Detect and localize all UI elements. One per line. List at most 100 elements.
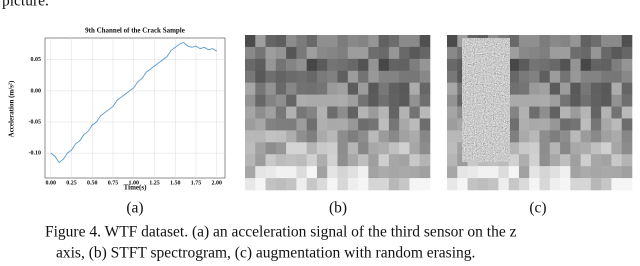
pixel	[570, 70, 581, 83]
pixel	[296, 166, 307, 179]
pixel	[286, 106, 297, 119]
pixel	[409, 118, 421, 131]
pixel	[590, 142, 602, 155]
pixel	[409, 130, 421, 143]
pixel	[570, 35, 581, 48]
pixel	[245, 130, 256, 143]
pixel	[409, 58, 421, 72]
pixel	[316, 166, 328, 179]
pixel	[419, 46, 431, 60]
pixel	[275, 178, 287, 191]
pixel	[549, 130, 561, 143]
pixel	[580, 130, 592, 143]
pixel	[570, 154, 581, 167]
pixel	[306, 70, 318, 83]
pixel	[378, 58, 390, 72]
pixel	[245, 82, 256, 95]
pixel	[419, 166, 431, 179]
pixel	[358, 82, 369, 95]
pixel	[399, 70, 410, 83]
pixel	[337, 58, 349, 72]
pixel	[306, 178, 318, 191]
panel-label: (c)	[529, 200, 546, 217]
pixel	[560, 178, 571, 191]
y-tick-label: -0.10	[29, 150, 42, 156]
pixel	[327, 35, 338, 48]
pixel	[621, 58, 633, 72]
pixel	[590, 166, 602, 179]
pixel	[549, 58, 561, 72]
pixel	[611, 118, 623, 131]
pixel	[529, 130, 540, 143]
pixel	[570, 58, 581, 72]
pixel	[378, 178, 390, 191]
pixel	[549, 166, 561, 179]
pixel	[549, 118, 561, 131]
pixel	[296, 35, 307, 48]
pixel	[498, 178, 509, 191]
pixel	[265, 35, 277, 48]
pixel	[368, 35, 379, 48]
pixel	[337, 154, 349, 167]
pixel	[347, 130, 359, 143]
pixel	[388, 166, 400, 179]
pixel	[265, 58, 277, 72]
pixel	[508, 70, 520, 83]
pixel	[296, 106, 307, 119]
pixel	[621, 70, 633, 83]
pixel	[539, 46, 551, 60]
pixel	[549, 70, 561, 83]
pixel	[508, 35, 520, 48]
pixel	[447, 142, 458, 155]
pixel	[508, 82, 520, 95]
pixel	[337, 46, 349, 60]
pixel	[467, 178, 479, 191]
pixel	[447, 166, 458, 179]
pixel	[275, 142, 287, 155]
pixel	[337, 35, 349, 48]
pixel	[580, 82, 592, 95]
pixel	[457, 166, 468, 179]
pixel	[570, 106, 581, 119]
pixel	[347, 142, 359, 155]
pixel	[419, 35, 431, 48]
pixel	[275, 82, 287, 95]
pixel	[611, 94, 623, 107]
pixel	[286, 142, 297, 155]
plot-frame	[44, 37, 226, 179]
pixel	[275, 130, 287, 143]
pixel	[539, 130, 551, 143]
pixel	[378, 118, 390, 131]
pixel	[337, 70, 349, 83]
pixel	[611, 35, 623, 48]
pixel	[580, 70, 592, 83]
pixel	[388, 178, 400, 191]
x-tick-label: 0.25	[66, 180, 77, 186]
pixel	[306, 118, 318, 131]
pixel	[601, 178, 612, 191]
pixel	[337, 178, 349, 191]
pixel	[358, 178, 369, 191]
pixel	[265, 178, 277, 191]
pixel	[611, 70, 623, 83]
pixel	[296, 70, 307, 83]
x-tick-label: 1.00	[129, 180, 140, 186]
pixel	[590, 118, 602, 131]
pixel	[316, 118, 328, 131]
pixel	[529, 46, 540, 60]
pixel	[388, 94, 400, 107]
pixel	[306, 94, 318, 107]
pixel	[560, 130, 571, 143]
pixel	[590, 35, 602, 48]
pixel	[275, 94, 287, 107]
pixel	[347, 35, 359, 48]
pixel	[560, 94, 571, 107]
pixel	[539, 118, 551, 131]
spectrogram	[245, 35, 431, 191]
pixel	[306, 82, 318, 95]
pixel	[316, 58, 328, 72]
pixel	[580, 142, 592, 155]
pixel	[337, 106, 349, 119]
pixel	[265, 118, 277, 131]
